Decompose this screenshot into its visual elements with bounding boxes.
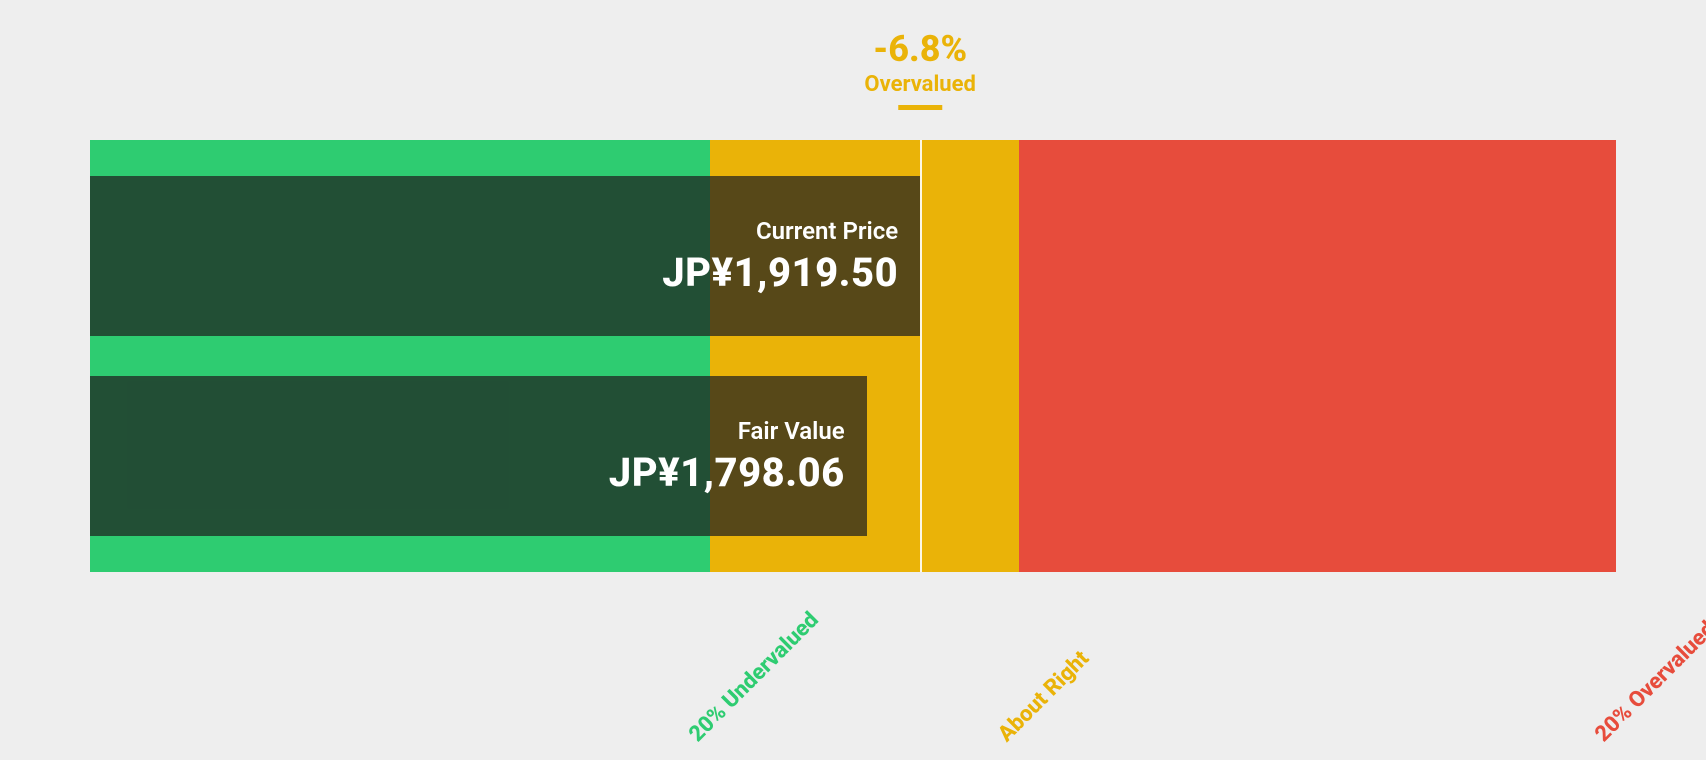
fair-value-label: Fair Value bbox=[609, 417, 845, 445]
bar-fair-value: Fair Value JP¥1,798.06 bbox=[90, 376, 867, 536]
axis-label-about-right: About Right bbox=[994, 646, 1095, 747]
zone-track: Current Price JP¥1,919.50 Fair Value JP¥… bbox=[90, 140, 1616, 572]
callout-word: Overvalued bbox=[864, 72, 975, 97]
bars-layer: Current Price JP¥1,919.50 Fair Value JP¥… bbox=[90, 140, 1616, 572]
current-price-label: Current Price bbox=[662, 217, 898, 245]
divider-line bbox=[920, 140, 922, 572]
callout-tick bbox=[898, 105, 942, 110]
valuation-chart: Current Price JP¥1,919.50 Fair Value JP¥… bbox=[90, 140, 1616, 572]
bar-current-price: Current Price JP¥1,919.50 bbox=[90, 176, 920, 336]
axis-label-overvalued: 20% Overvalued bbox=[1590, 617, 1706, 747]
axis-label-undervalued: 20% Undervalued bbox=[684, 608, 823, 747]
fair-value-value: JP¥1,798.06 bbox=[609, 449, 845, 496]
callout-pct: -6.8% bbox=[864, 28, 975, 70]
current-price-value: JP¥1,919.50 bbox=[662, 249, 898, 296]
valuation-callout: -6.8% Overvalued bbox=[864, 28, 975, 110]
